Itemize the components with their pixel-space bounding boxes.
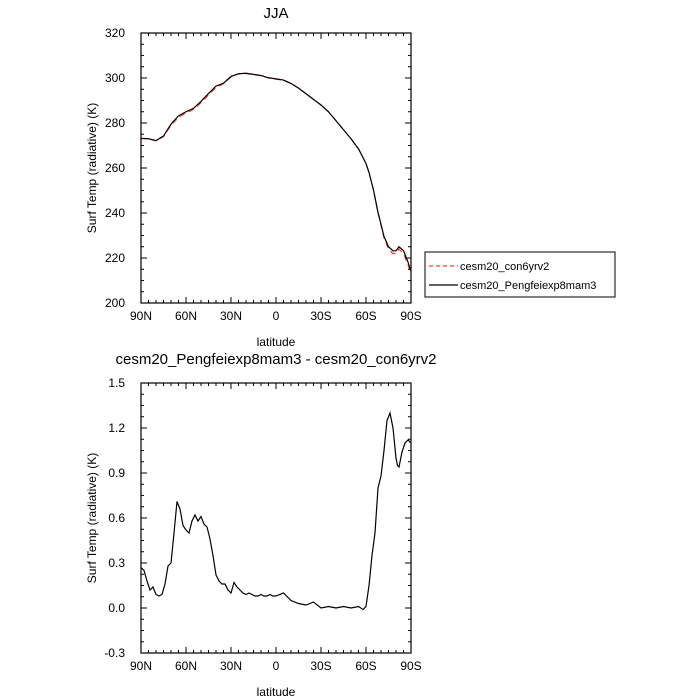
y-tick-label: 320: [105, 26, 125, 40]
y-tick-label: 1.2: [108, 421, 125, 435]
legend-box: [424, 251, 616, 298]
panel-difference: cesm20_Pengfeiexp8mam3 - cesm20_con6yrv2…: [85, 351, 437, 699]
y-tick-label: 200: [105, 296, 125, 310]
y-tick-label: 300: [105, 71, 125, 85]
y-tick-label: 220: [105, 251, 125, 265]
x-tick-label: 90S: [400, 659, 421, 673]
legend-label-experiment: cesm20_Pengfeiexp8mam3: [460, 280, 596, 292]
y-tick-label: 0.9: [108, 466, 125, 480]
x-axis-label-top: latitude: [257, 335, 296, 349]
x-tick-label: 30S: [310, 659, 331, 673]
legend-label-control: cesm20_con6yrv2: [460, 261, 549, 273]
legend: cesm20_con6yrv2 cesm20_Pengfeiexp8mam3: [424, 251, 616, 298]
series-line-cesm20_Pengfeiexp8mam3: [140, 72, 412, 272]
x-tick-label: 30N: [220, 309, 242, 323]
y-tick-label: 0.3: [108, 556, 125, 570]
x-tick-label: 30S: [310, 309, 331, 323]
x-tick-label: 90N: [130, 309, 152, 323]
x-tick-label: 90S: [400, 309, 421, 323]
y-axis-label-top: Surf Temp (radiative) (K): [85, 103, 99, 233]
y-tick-label: 0.6: [108, 511, 125, 525]
x-tick-label: 0: [273, 309, 280, 323]
x-tick-label: 30N: [220, 659, 242, 673]
x-axis-label-bottom: latitude: [257, 685, 296, 699]
y-tick-label: 260: [105, 161, 125, 175]
series-line-difference: [140, 410, 412, 611]
chart-title-jja: JJA: [263, 5, 288, 22]
x-tick-label: 60S: [355, 309, 376, 323]
series-line-cesm20_con6yrv2: [141, 72, 412, 274]
x-tick-label: 90N: [130, 659, 152, 673]
x-tick-label: 60N: [175, 309, 197, 323]
y-tick-label: 1.5: [108, 376, 125, 390]
x-tick-label: 60S: [355, 659, 376, 673]
y-tick-label: 240: [105, 206, 125, 220]
x-tick-label: 0: [273, 659, 280, 673]
y-tick-label: 280: [105, 116, 125, 130]
y-tick-label: -0.3: [104, 646, 125, 660]
plot-frame: [140, 32, 412, 304]
panel-jja: JJA latitude Surf Temp (radiative) (K) 9…: [85, 5, 422, 349]
x-tick-label: 60N: [175, 659, 197, 673]
y-axis-label-bottom: Surf Temp (radiative) (K): [85, 453, 99, 583]
y-tick-label: 0.0: [108, 601, 125, 615]
chart-title-difference: cesm20_Pengfeiexp8mam3 - cesm20_con6yrv2: [116, 351, 437, 368]
